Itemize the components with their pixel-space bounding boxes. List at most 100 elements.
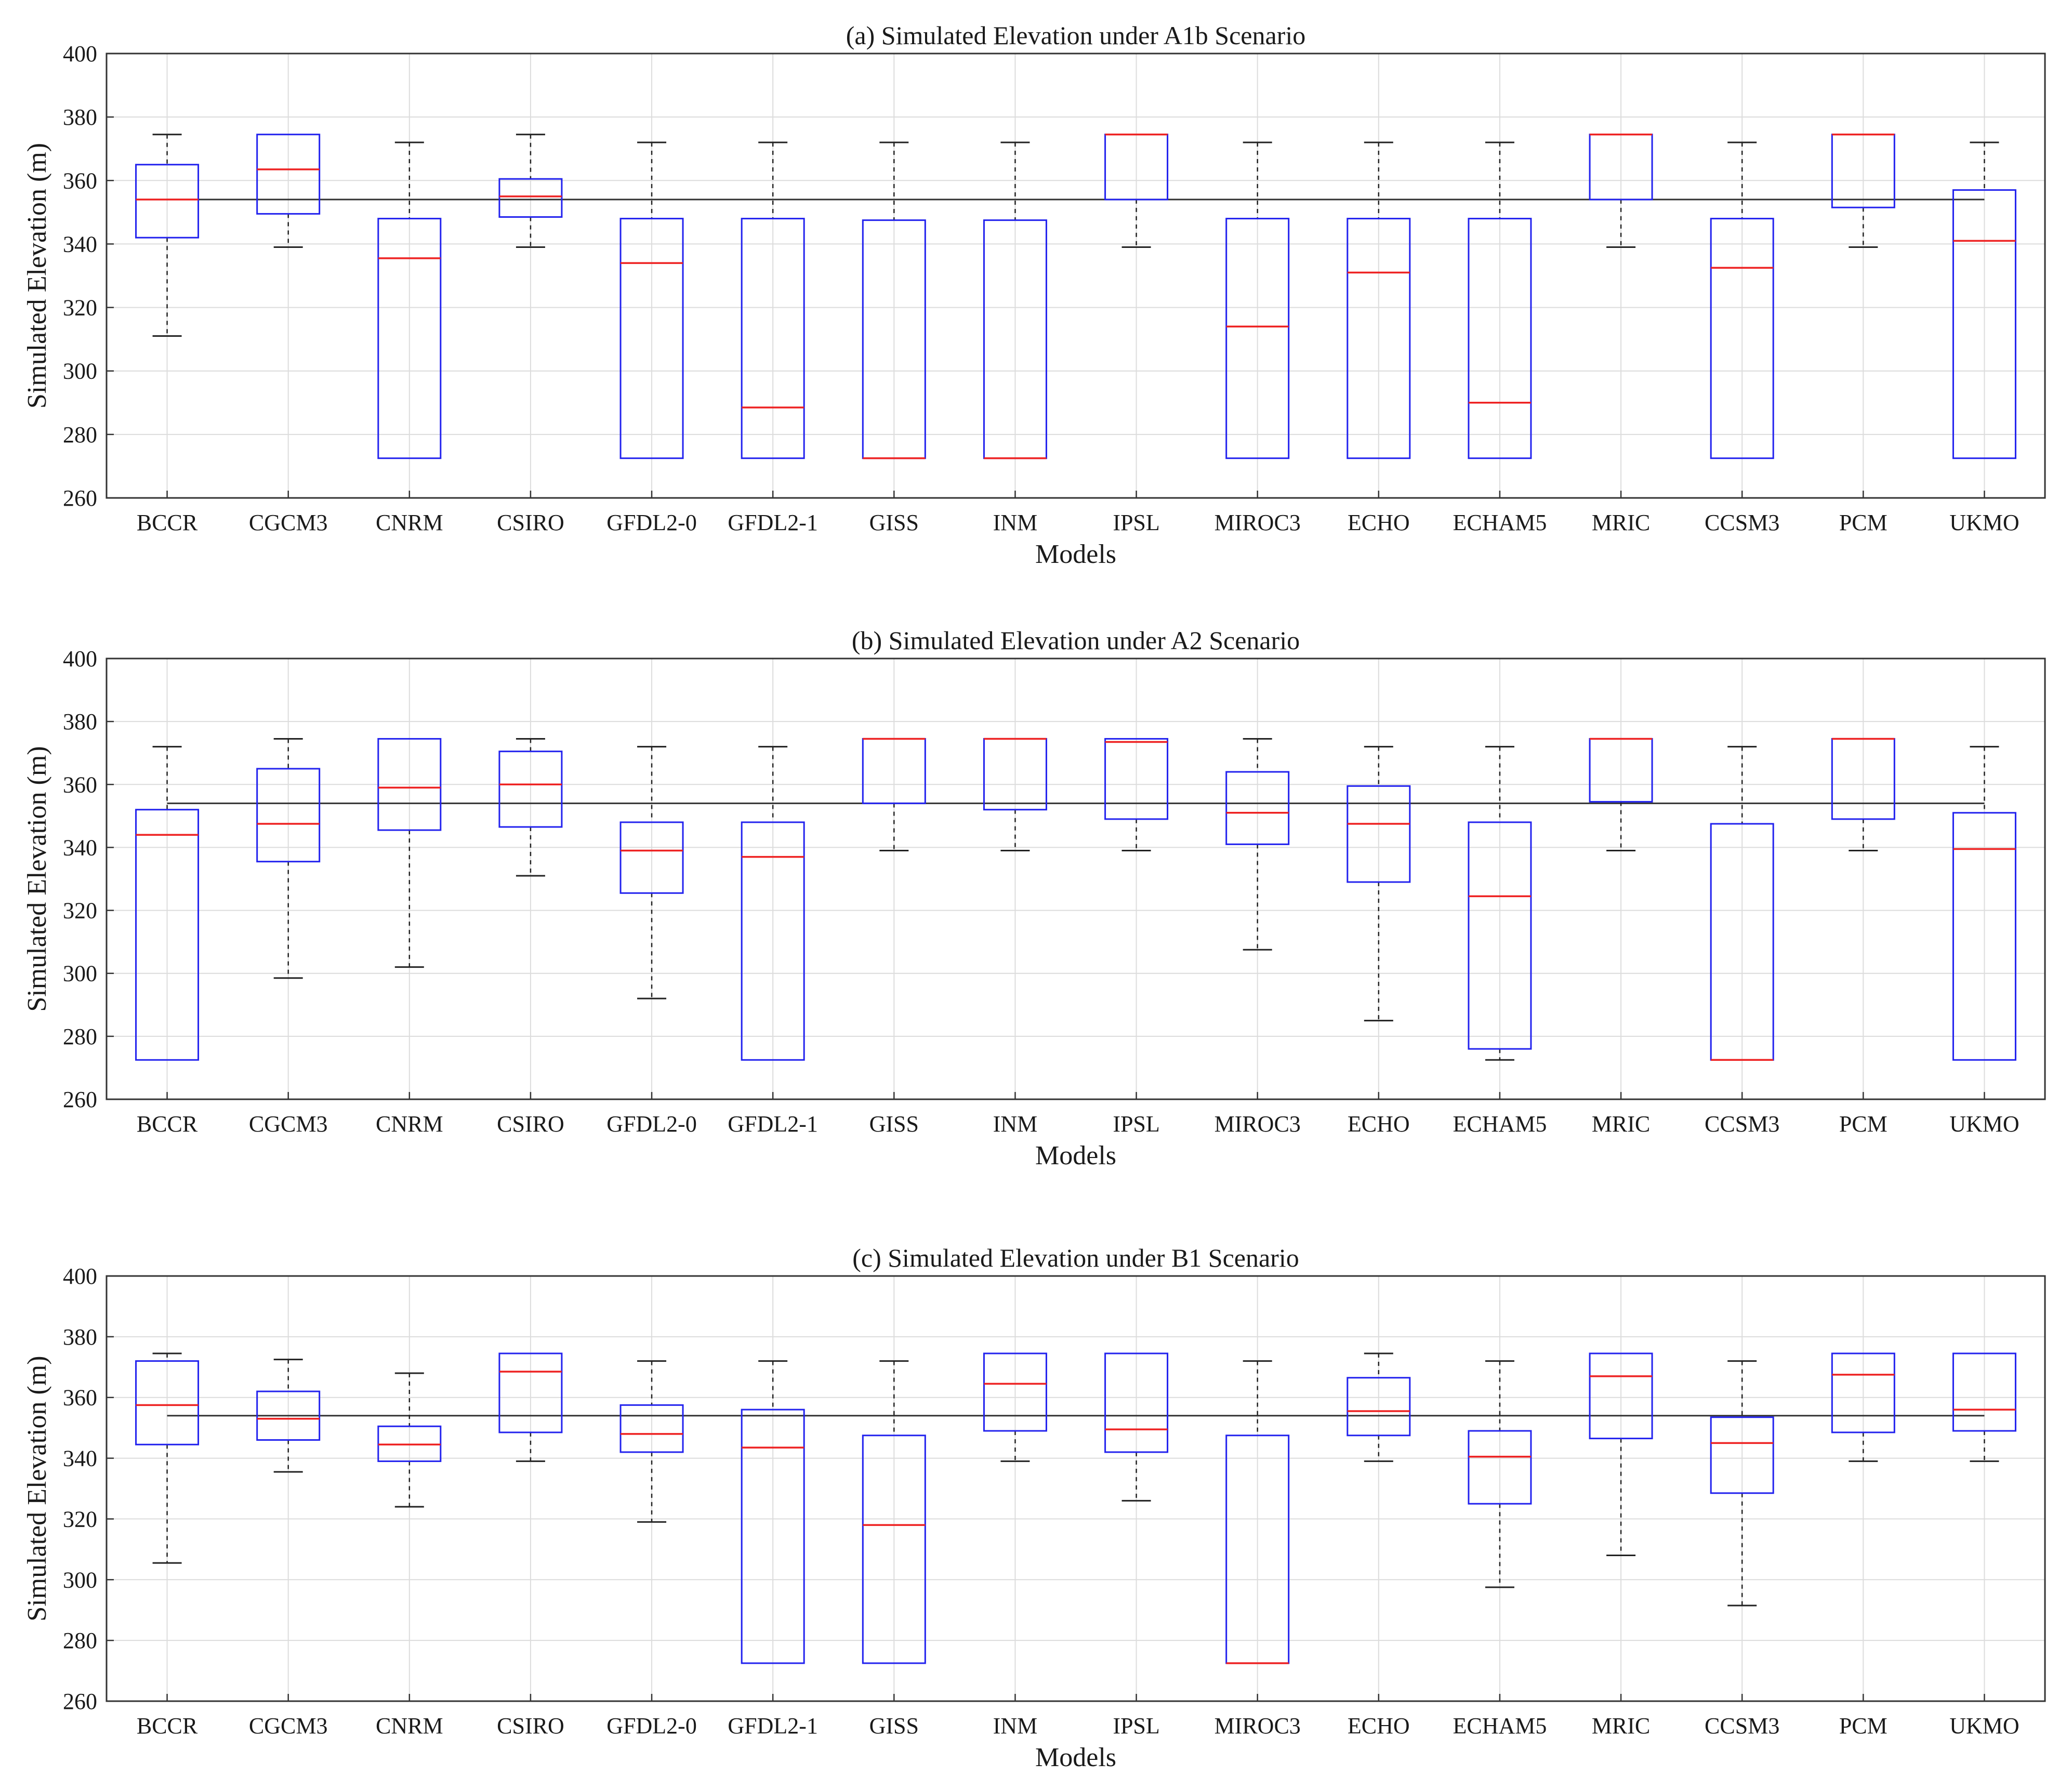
box-iqr (1589, 1352, 1653, 1440)
x-tick-label-echam5: ECHAM5 (1453, 1111, 1547, 1137)
box-ipsl (1104, 133, 1169, 248)
box-pcm (1831, 1352, 1895, 1462)
y-tick-label: 340 (63, 1446, 97, 1471)
box-iqr (1225, 771, 1290, 845)
box-inm (983, 1352, 1047, 1462)
box-iqr (1952, 1352, 2016, 1432)
box-iqr (1347, 218, 1411, 459)
x-tick-label-pcm: PCM (1839, 510, 1888, 535)
box-iqr (1952, 812, 2016, 1061)
box-iqr (619, 821, 684, 894)
box-inm (983, 141, 1047, 459)
box-gfdl2-1 (741, 141, 805, 459)
box-iqr (1468, 821, 1532, 1050)
box-echo (1347, 746, 1411, 1022)
box-ccsm3 (1710, 1360, 1774, 1607)
box-iqr (1104, 1352, 1169, 1453)
y-tick-label: 280 (63, 1628, 97, 1653)
box-cgcm3 (256, 738, 321, 979)
box-echam5 (1468, 746, 1532, 1061)
x-tick-label-ukmo: UKMO (1949, 1111, 2019, 1137)
y-tick-label: 360 (63, 1385, 97, 1411)
box-gfdl2-1 (741, 1360, 805, 1664)
x-tick-label-inm: INM (993, 1713, 1038, 1739)
box-iqr (619, 218, 684, 459)
box-mric (1589, 1352, 1653, 1557)
y-tick-label: 300 (63, 961, 97, 986)
x-tick-label-cnrm: CNRM (376, 510, 443, 535)
x-tick-label-ipsl: IPSL (1113, 1111, 1159, 1137)
box-pcm (1831, 738, 1895, 851)
y-tick-label: 300 (63, 359, 97, 384)
x-tick-label-echo: ECHO (1348, 510, 1410, 535)
x-tick-label-bccr: BCCR (137, 510, 198, 535)
box-miroc3 (1225, 738, 1290, 951)
x-tick-label-gfdl2-1: GFDL2-1 (728, 510, 818, 535)
box-inm (983, 738, 1047, 851)
box-csiro (498, 134, 563, 248)
box-cnrm (377, 141, 442, 459)
y-tick-label: 280 (63, 422, 97, 448)
x-tick-label-inm: INM (993, 510, 1038, 535)
box-iqr (1468, 218, 1532, 459)
box-pcm (1831, 133, 1895, 248)
y-axis-label: Simulated Elevation (m) (22, 746, 52, 1011)
box-iqr (135, 1360, 200, 1445)
x-tick-label-pcm: PCM (1839, 1713, 1888, 1739)
x-tick-label-pcm: PCM (1839, 1111, 1888, 1137)
x-tick-label-miroc3: MIROC3 (1215, 1111, 1301, 1137)
panel-2: 260 280 300 320 340 360 380 400 BCCR CGCM3 CNRM CSI… (22, 1243, 2046, 1772)
x-tick-label-gfdl2-1: GFDL2-1 (728, 1111, 818, 1137)
y-tick-label: 400 (63, 1264, 97, 1289)
x-tick-label-inm: INM (993, 1111, 1038, 1137)
x-tick-label-giss: GISS (869, 1111, 919, 1137)
box-ccsm3 (1710, 746, 1774, 1061)
box-iqr (377, 218, 442, 459)
box-ipsl (1104, 1352, 1169, 1502)
y-tick-label: 320 (63, 295, 97, 321)
box-iqr (1347, 1377, 1411, 1437)
box-echo (1347, 141, 1411, 459)
x-tick-label-bccr: BCCR (137, 1713, 198, 1739)
x-tick-label-ccsm3: CCSM3 (1705, 510, 1779, 535)
box-iqr (377, 738, 442, 831)
chart-title: (c) Simulated Elevation under B1 Scenari… (852, 1243, 1299, 1272)
y-tick-label: 340 (63, 835, 97, 860)
y-tick-label: 360 (63, 168, 97, 193)
chart-title: (a) Simulated Elevation under A1b Scenar… (846, 21, 1305, 50)
box-echo (1347, 1352, 1411, 1462)
x-tick-label-cgcm3: CGCM3 (249, 510, 328, 535)
box-bccr (135, 134, 200, 337)
box-iqr (619, 1404, 684, 1453)
chart-title: (b) Simulated Elevation under A2 Scenari… (852, 626, 1300, 655)
x-tick-label-ccsm3: CCSM3 (1705, 1111, 1779, 1137)
box-iqr (1104, 738, 1169, 820)
x-tick-label-mric: MRIC (1592, 1713, 1650, 1739)
y-tick-label: 260 (63, 1689, 97, 1714)
box-gfdl2-0 (619, 746, 684, 999)
x-tick-label-gfdl2-1: GFDL2-1 (728, 1713, 818, 1739)
box-bccr (135, 746, 200, 1061)
box-gfdl2-0 (619, 141, 684, 459)
box-miroc3 (1225, 1360, 1290, 1664)
y-tick-label: 320 (63, 1506, 97, 1532)
y-tick-label: 400 (63, 41, 97, 67)
box-iqr (498, 1352, 563, 1433)
box-iqr (135, 164, 200, 239)
y-tick-label: 260 (63, 485, 97, 511)
panel-1: 260 280 300 320 340 360 380 400 BCCR CGCM3 CNRM CSI… (22, 626, 2046, 1170)
x-tick-label-csiro: CSIRO (497, 1713, 564, 1739)
box-iqr (983, 1352, 1047, 1432)
box-bccr (135, 1352, 200, 1564)
box-echam5 (1468, 141, 1532, 459)
x-tick-label-cgcm3: CGCM3 (249, 1111, 328, 1137)
box-ukmo (1952, 746, 2016, 1061)
box-cnrm (377, 738, 442, 968)
box-iqr (498, 178, 563, 218)
box-giss (862, 141, 926, 459)
x-axis-label: Models (1035, 1743, 1116, 1772)
x-tick-label-mric: MRIC (1592, 1111, 1650, 1137)
box-ccsm3 (1710, 141, 1774, 459)
box-iqr (256, 134, 321, 215)
x-tick-label-ccsm3: CCSM3 (1705, 1713, 1779, 1739)
